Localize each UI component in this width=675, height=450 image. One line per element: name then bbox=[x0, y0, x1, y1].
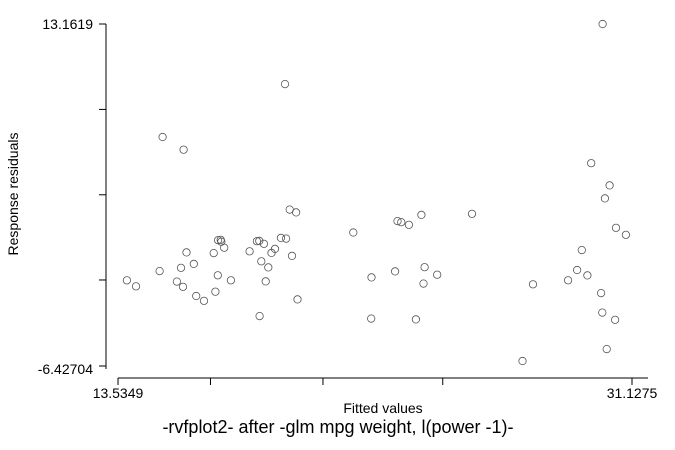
data-point bbox=[393, 217, 402, 226]
x-tick-label-max: 31.1275 bbox=[607, 385, 658, 401]
x-axis-title: Fitted values bbox=[343, 400, 422, 416]
data-point bbox=[518, 356, 527, 366]
data-point bbox=[264, 263, 273, 272]
data-point bbox=[211, 287, 220, 296]
data-point bbox=[293, 295, 302, 304]
data-point bbox=[600, 194, 610, 203]
data-point bbox=[213, 271, 222, 280]
data-point bbox=[404, 220, 413, 229]
data-point bbox=[192, 291, 201, 301]
data-point bbox=[155, 266, 164, 276]
data-point bbox=[433, 270, 442, 279]
data-point bbox=[280, 80, 290, 89]
data-point bbox=[176, 263, 186, 272]
data-point bbox=[390, 267, 400, 276]
data-point bbox=[257, 257, 266, 266]
data-point bbox=[131, 282, 141, 291]
data-points bbox=[122, 19, 631, 366]
data-point bbox=[417, 210, 426, 219]
data-point bbox=[577, 246, 586, 255]
data-point bbox=[291, 208, 301, 217]
data-point bbox=[367, 273, 376, 282]
data-point bbox=[287, 251, 297, 260]
data-point bbox=[182, 248, 191, 257]
data-point bbox=[605, 181, 614, 190]
data-point bbox=[420, 263, 429, 272]
data-point bbox=[245, 247, 254, 256]
data-point bbox=[621, 230, 631, 239]
data-point bbox=[598, 19, 607, 29]
data-point bbox=[179, 145, 188, 154]
chart-caption: -rvfplot2- after -glm mpg weight, l(powe… bbox=[162, 417, 513, 437]
data-point bbox=[528, 280, 538, 289]
data-point bbox=[587, 159, 596, 168]
data-point bbox=[226, 276, 235, 285]
data-point bbox=[397, 218, 406, 227]
x-tick-label-min: 13.5349 bbox=[93, 385, 144, 401]
data-point bbox=[276, 233, 285, 242]
x-axis-ticks bbox=[117, 378, 633, 385]
data-point bbox=[419, 279, 428, 288]
y-axis-title: Response residuals bbox=[5, 133, 21, 256]
data-point bbox=[172, 277, 181, 286]
data-point bbox=[158, 132, 167, 142]
data-point bbox=[367, 314, 376, 323]
data-point bbox=[611, 223, 621, 232]
data-point bbox=[281, 234, 291, 243]
data-point bbox=[255, 311, 264, 321]
data-point bbox=[259, 239, 268, 248]
y-tick-label-min: -6.42704 bbox=[38, 361, 93, 377]
data-point bbox=[598, 308, 607, 317]
data-point bbox=[261, 277, 270, 286]
data-point bbox=[252, 237, 261, 246]
data-point bbox=[189, 259, 198, 268]
y-tick-label-max: 13.1619 bbox=[42, 16, 93, 32]
data-point bbox=[596, 288, 606, 298]
data-point bbox=[610, 315, 620, 324]
data-point bbox=[572, 265, 582, 275]
data-point bbox=[349, 228, 358, 237]
y-axis-ticks bbox=[99, 23, 106, 367]
data-point bbox=[411, 315, 420, 324]
data-point bbox=[209, 249, 218, 258]
data-point bbox=[602, 344, 611, 354]
data-point bbox=[563, 276, 573, 285]
data-point bbox=[122, 276, 132, 285]
data-point bbox=[220, 243, 229, 252]
data-point bbox=[199, 296, 209, 305]
data-point bbox=[583, 271, 592, 280]
data-point bbox=[270, 244, 280, 253]
data-point bbox=[178, 282, 188, 291]
data-point bbox=[255, 236, 264, 245]
data-point bbox=[467, 209, 477, 218]
